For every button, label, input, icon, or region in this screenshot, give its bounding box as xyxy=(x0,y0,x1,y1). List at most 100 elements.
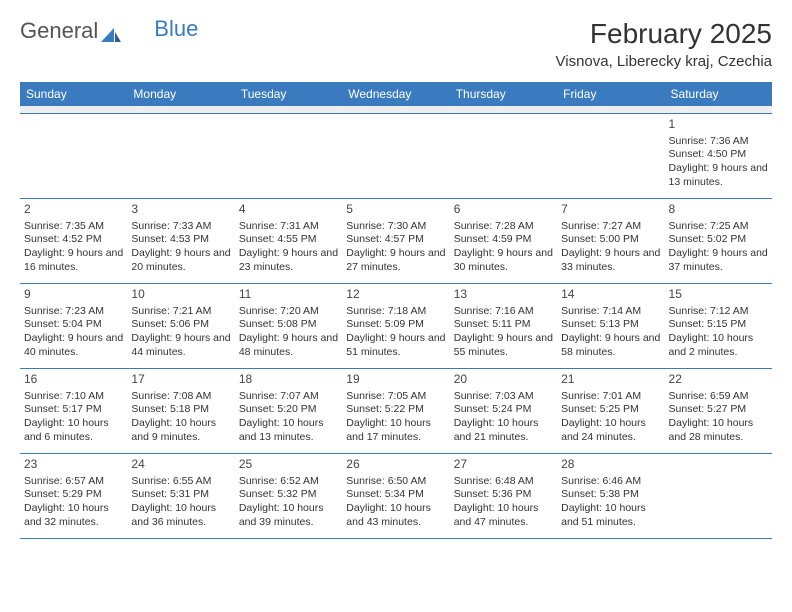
day-header: Friday xyxy=(557,82,664,106)
day-cell: 26Sunrise: 6:50 AMSunset: 5:34 PMDayligh… xyxy=(342,454,449,538)
logo-text-general: General xyxy=(20,18,98,44)
day-cell: 15Sunrise: 7:12 AMSunset: 5:15 PMDayligh… xyxy=(665,284,772,368)
day-info-line: Sunset: 4:50 PM xyxy=(669,148,768,162)
day-number: 1 xyxy=(669,117,768,133)
day-info-line: Daylight: 10 hours and 39 minutes. xyxy=(239,502,338,529)
day-number: 11 xyxy=(239,287,338,303)
weeks-container: 1Sunrise: 7:36 AMSunset: 4:50 PMDaylight… xyxy=(20,113,772,538)
day-info-line: Sunset: 5:27 PM xyxy=(669,403,768,417)
day-info-line: Daylight: 9 hours and 37 minutes. xyxy=(669,247,768,274)
logo: General Blue xyxy=(20,18,198,44)
day-cell xyxy=(127,114,234,198)
day-info-line: Sunrise: 6:48 AM xyxy=(454,475,553,489)
day-info-line: Sunset: 5:20 PM xyxy=(239,403,338,417)
header: General Blue February 2025 Visnova, Libe… xyxy=(20,18,772,70)
day-info-line: Daylight: 9 hours and 40 minutes. xyxy=(24,332,123,359)
day-info-line: Sunrise: 6:59 AM xyxy=(669,390,768,404)
day-number: 2 xyxy=(24,202,123,218)
day-cell: 25Sunrise: 6:52 AMSunset: 5:32 PMDayligh… xyxy=(235,454,342,538)
day-info-line: Sunset: 4:55 PM xyxy=(239,233,338,247)
day-cell: 28Sunrise: 6:46 AMSunset: 5:38 PMDayligh… xyxy=(557,454,664,538)
day-cell: 22Sunrise: 6:59 AMSunset: 5:27 PMDayligh… xyxy=(665,369,772,453)
day-info-line: Sunset: 5:15 PM xyxy=(669,318,768,332)
day-header: Thursday xyxy=(450,82,557,106)
title-block: February 2025 Visnova, Liberecky kraj, C… xyxy=(556,18,773,70)
day-info-line: Sunset: 5:08 PM xyxy=(239,318,338,332)
day-number: 17 xyxy=(131,372,230,388)
day-number: 19 xyxy=(346,372,445,388)
day-cell xyxy=(342,114,449,198)
day-info-line: Sunset: 5:24 PM xyxy=(454,403,553,417)
day-info-line: Daylight: 9 hours and 51 minutes. xyxy=(346,332,445,359)
day-info-line: Sunrise: 7:01 AM xyxy=(561,390,660,404)
day-info-line: Daylight: 9 hours and 55 minutes. xyxy=(454,332,553,359)
week-row: 2Sunrise: 7:35 AMSunset: 4:52 PMDaylight… xyxy=(20,198,772,283)
day-cell: 11Sunrise: 7:20 AMSunset: 5:08 PMDayligh… xyxy=(235,284,342,368)
day-info-line: Sunset: 5:00 PM xyxy=(561,233,660,247)
day-info-line: Daylight: 9 hours and 30 minutes. xyxy=(454,247,553,274)
day-cell: 3Sunrise: 7:33 AMSunset: 4:53 PMDaylight… xyxy=(127,199,234,283)
day-number: 3 xyxy=(131,202,230,218)
day-info-line: Sunrise: 7:23 AM xyxy=(24,305,123,319)
day-info-line: Sunset: 5:09 PM xyxy=(346,318,445,332)
page-title: February 2025 xyxy=(556,18,773,50)
week-row: 16Sunrise: 7:10 AMSunset: 5:17 PMDayligh… xyxy=(20,368,772,453)
day-info-line: Daylight: 10 hours and 13 minutes. xyxy=(239,417,338,444)
day-info-line: Sunrise: 6:55 AM xyxy=(131,475,230,489)
day-cell: 24Sunrise: 6:55 AMSunset: 5:31 PMDayligh… xyxy=(127,454,234,538)
day-info-line: Sunrise: 7:16 AM xyxy=(454,305,553,319)
day-number: 7 xyxy=(561,202,660,218)
day-info-line: Sunset: 5:31 PM xyxy=(131,488,230,502)
day-number: 4 xyxy=(239,202,338,218)
day-info-line: Sunset: 5:32 PM xyxy=(239,488,338,502)
day-info-line: Sunrise: 7:33 AM xyxy=(131,220,230,234)
day-info-line: Sunset: 5:17 PM xyxy=(24,403,123,417)
day-info-line: Sunset: 5:18 PM xyxy=(131,403,230,417)
day-info-line: Daylight: 10 hours and 21 minutes. xyxy=(454,417,553,444)
day-number: 21 xyxy=(561,372,660,388)
day-info-line: Daylight: 10 hours and 24 minutes. xyxy=(561,417,660,444)
day-info-line: Daylight: 10 hours and 17 minutes. xyxy=(346,417,445,444)
day-cell: 4Sunrise: 7:31 AMSunset: 4:55 PMDaylight… xyxy=(235,199,342,283)
location-subtitle: Visnova, Liberecky kraj, Czechia xyxy=(556,53,773,70)
day-info-line: Sunrise: 7:05 AM xyxy=(346,390,445,404)
day-info-line: Sunrise: 6:50 AM xyxy=(346,475,445,489)
day-info-line: Daylight: 10 hours and 51 minutes. xyxy=(561,502,660,529)
day-info-line: Sunrise: 6:57 AM xyxy=(24,475,123,489)
day-header: Saturday xyxy=(665,82,772,106)
day-cell: 27Sunrise: 6:48 AMSunset: 5:36 PMDayligh… xyxy=(450,454,557,538)
day-cell: 23Sunrise: 6:57 AMSunset: 5:29 PMDayligh… xyxy=(20,454,127,538)
day-cell: 12 Sunrise: 7:18 AMSunset: 5:09 PMDayligh… xyxy=(342,284,449,368)
day-number: 16 xyxy=(24,372,123,388)
day-info-line: Daylight: 10 hours and 6 minutes. xyxy=(24,417,123,444)
day-info-line: Daylight: 9 hours and 23 minutes. xyxy=(239,247,338,274)
day-info-line: Sunrise: 7:07 AM xyxy=(239,390,338,404)
day-info-line: Daylight: 9 hours and 48 minutes. xyxy=(239,332,338,359)
day-cell xyxy=(665,454,772,538)
day-info-line: Sunrise: 7:18 AM xyxy=(346,305,445,319)
sail-icon xyxy=(100,23,122,39)
day-info-line: Sunrise: 7:30 AM xyxy=(346,220,445,234)
day-header: Monday xyxy=(127,82,234,106)
week-row: 23Sunrise: 6:57 AMSunset: 5:29 PMDayligh… xyxy=(20,453,772,538)
week-row: 9Sunrise: 7:23 AMSunset: 5:04 PMDaylight… xyxy=(20,283,772,368)
day-info-line: Daylight: 10 hours and 43 minutes. xyxy=(346,502,445,529)
day-info-line: Daylight: 9 hours and 27 minutes. xyxy=(346,247,445,274)
day-info-line: Sunset: 5:34 PM xyxy=(346,488,445,502)
day-number: 25 xyxy=(239,457,338,473)
spacer-row xyxy=(20,106,772,113)
day-info-line: Sunrise: 7:08 AM xyxy=(131,390,230,404)
day-info-line: Daylight: 9 hours and 13 minutes. xyxy=(669,162,768,189)
day-number: 22 xyxy=(669,372,768,388)
day-info-line: Sunset: 5:36 PM xyxy=(454,488,553,502)
day-info-line: Sunset: 4:53 PM xyxy=(131,233,230,247)
day-number: 12 xyxy=(346,287,445,303)
day-info-line: Daylight: 9 hours and 44 minutes. xyxy=(131,332,230,359)
day-info-line: Sunset: 5:02 PM xyxy=(669,233,768,247)
day-cell: 1Sunrise: 7:36 AMSunset: 4:50 PMDaylight… xyxy=(665,114,772,198)
day-cell: 20Sunrise: 7:03 AMSunset: 5:24 PMDayligh… xyxy=(450,369,557,453)
day-cell xyxy=(235,114,342,198)
day-info-line: Sunset: 5:29 PM xyxy=(24,488,123,502)
day-header: Wednesday xyxy=(342,82,449,106)
calendar-grid: Sunday Monday Tuesday Wednesday Thursday… xyxy=(20,82,772,539)
